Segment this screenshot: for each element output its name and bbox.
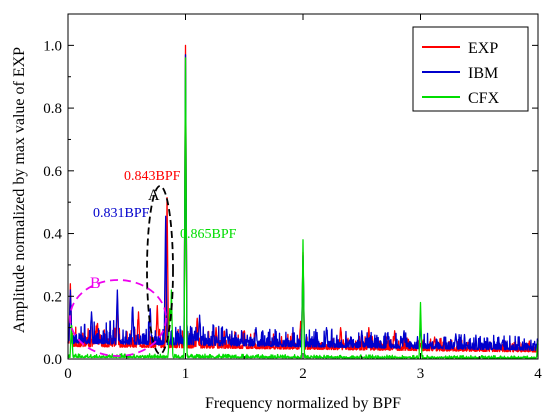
y-tick-label: 0.6 — [43, 164, 62, 180]
x-tick-label: 3 — [417, 366, 425, 382]
annotation-exp-peak: 0.843BPF — [124, 169, 181, 184]
legend-label-ibm: IBM — [468, 65, 498, 82]
y-tick-label: 0.2 — [43, 289, 62, 305]
series-line-cfx — [67, 57, 539, 359]
x-tick-label: 1 — [182, 366, 190, 382]
series-layer — [67, 44, 539, 359]
annotation-region-a: A — [148, 187, 160, 204]
y-axis-title: Amplitude normalized by max value of EXP — [11, 47, 28, 333]
region-a-ellipse — [146, 185, 174, 355]
annotation-ibm-peak: 0.831BPF — [93, 206, 150, 221]
x-axis: 0 1 2 3 4 — [64, 14, 542, 382]
annotation-region-b: B — [90, 275, 101, 292]
x-tick-label: 0 — [64, 366, 72, 382]
legend-label-exp: EXP — [468, 40, 498, 57]
y-tick-label: 0.0 — [43, 352, 62, 368]
region-b-ellipse — [69, 279, 167, 357]
x-tick-label: 4 — [534, 366, 542, 382]
y-tick-label: 0.4 — [43, 227, 62, 243]
y-axis: 0.0 0.2 0.4 0.6 0.8 1.0 — [43, 13, 538, 368]
annotation-cfx-peak: 0.865BPF — [180, 227, 237, 242]
x-tick-label: 2 — [299, 366, 307, 382]
y-tick-label: 0.8 — [43, 101, 62, 117]
x-axis-title: Frequency normalized by BPF — [205, 395, 401, 412]
y-tick-label: 1.0 — [43, 38, 62, 54]
legend-label-cfx: CFX — [468, 90, 500, 107]
legend: EXP IBM CFX — [412, 26, 529, 112]
